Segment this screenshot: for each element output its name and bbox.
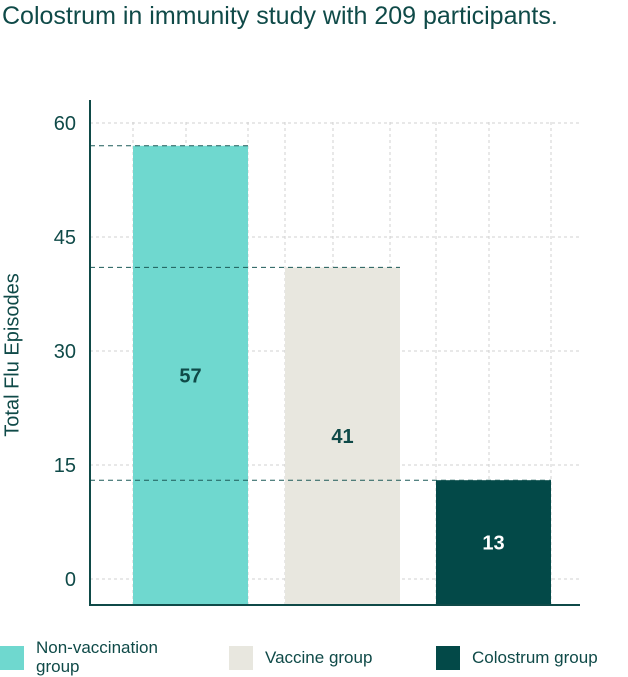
legend-swatch-colostrum (436, 646, 460, 670)
bar-chart: 0 15 30 45 60 57 41 13 (54, 100, 580, 606)
legend-label-vaccine: Vaccine group (265, 648, 373, 667)
y-tick-label: 30 (54, 341, 76, 363)
legend-item-colostrum: Colostrum group (436, 638, 598, 670)
bar-data-label: 41 (331, 426, 353, 448)
chart-title: Colostrum in immunity study with 209 par… (2, 2, 558, 30)
legend-swatch-non-vaccination (0, 646, 24, 670)
legend-swatch-vaccine (229, 646, 253, 670)
y-tick-label: 15 (54, 455, 76, 477)
legend: Non-vaccination group Vaccine group Colo… (0, 638, 628, 677)
bar (133, 145, 248, 606)
bar-data-label: 13 (482, 533, 504, 555)
bar-data-label: 57 (179, 365, 201, 387)
legend-label-colostrum: Colostrum group (472, 648, 598, 667)
bar (436, 480, 551, 605)
bar (285, 267, 400, 605)
y-tick-label: 0 (65, 569, 76, 591)
legend-item-vaccine: Vaccine group (229, 638, 372, 670)
legend-label-non-vaccination: Non-vaccination group (36, 638, 158, 676)
y-tick-label: 60 (54, 113, 76, 135)
y-tick-label: 45 (54, 227, 76, 249)
legend-item-non-vaccination: Non-vaccination group (0, 638, 196, 676)
